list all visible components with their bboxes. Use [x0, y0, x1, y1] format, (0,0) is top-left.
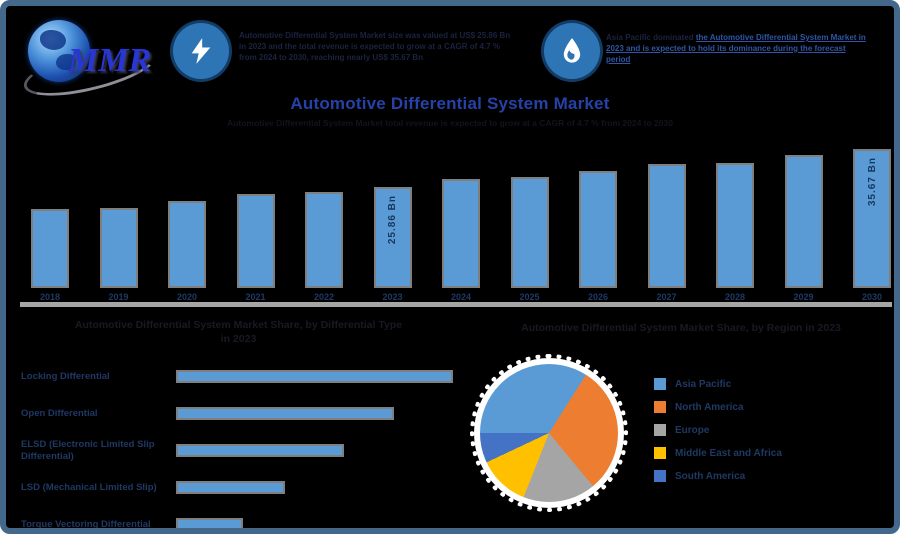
- type-chart-title: Automotive Differential System Market Sh…: [74, 319, 403, 346]
- type-category-label: LSD (Mechanical Limited Slip): [21, 481, 157, 493]
- legend-swatch: [654, 378, 666, 390]
- legend-label: Asia Pacific: [675, 378, 732, 390]
- bar-value-label: 35.67 Bn: [866, 157, 878, 207]
- legend-swatch: [654, 470, 666, 482]
- legend-swatch: [654, 401, 666, 413]
- year-tick-label: 2027: [656, 292, 677, 302]
- type-bar-chart: Locking Differential Open Differential ELS…: [21, 364, 471, 530]
- year-tick-label: 2024: [450, 292, 472, 302]
- type-category-label: Open Differential: [21, 407, 98, 419]
- type-category-label: Torque Vectoring Differential: [21, 518, 151, 530]
- legend-item: Europe: [654, 424, 782, 436]
- revenue-bar-2025: [510, 177, 549, 288]
- year-tick-label: 2023: [382, 292, 403, 302]
- legend-swatch: [654, 447, 666, 459]
- bar-value-label: 25.86 Bn: [387, 195, 398, 245]
- year-tick-label: 2022: [313, 292, 335, 302]
- type-bar-row: Locking Differential: [21, 364, 471, 389]
- revenue-bar-2029: [784, 155, 823, 288]
- legend-swatch: [654, 424, 666, 436]
- type-bar: [176, 481, 285, 494]
- revenue-bar-2028: [716, 163, 754, 288]
- revenue-bar-2027: [647, 164, 686, 288]
- type-bar: [176, 444, 344, 457]
- type-bar: [176, 407, 394, 420]
- legend-label: South America: [675, 470, 746, 482]
- legend-label: North America: [675, 401, 744, 413]
- revenue-bar-2018: [31, 209, 69, 288]
- callout-region-link[interactable]: the Automotive Differential System Marke…: [606, 33, 866, 64]
- lightning-icon: [191, 38, 211, 64]
- legend-item: South America: [654, 470, 782, 482]
- region-pie-chart: [480, 364, 618, 502]
- mmr-logo: MMR: [19, 16, 170, 107]
- type-bar-row: Open Differential: [21, 401, 471, 426]
- year-tick-label: 2019: [108, 292, 129, 302]
- year-tick-label: 2021: [245, 292, 266, 302]
- revenue-bar-2019: [99, 208, 138, 288]
- type-category-label: ELSD (Electronic Limited Slip Differenti…: [21, 438, 155, 462]
- revenue-bar-2021: [236, 194, 275, 288]
- legend-label: Europe: [675, 424, 710, 436]
- revenue-bar-2020: [168, 201, 206, 288]
- type-bar-row: Torque Vectoring Differential: [21, 512, 471, 530]
- year-tick-label: 2028: [724, 292, 746, 302]
- flame-icon: [563, 38, 581, 63]
- lightning-badge: [173, 23, 229, 79]
- revenue-bar-2024: [442, 179, 480, 288]
- callout-region-plain: Asia Pacific dominated: [606, 33, 694, 42]
- type-bar-row: LSD (Mechanical Limited Slip): [21, 475, 471, 500]
- type-bar: [176, 370, 453, 383]
- region-pie-ring: [470, 354, 628, 512]
- type-bar: [176, 518, 243, 528]
- year-tick-label: 2020: [176, 292, 198, 302]
- year-tick-label: 2026: [587, 292, 609, 302]
- year-tick-label: 2030: [861, 292, 883, 302]
- type-bar-row: ELSD (Electronic Limited Slip Differenti…: [21, 438, 471, 463]
- callout-growth-text: Automotive Differential System Market si…: [239, 31, 511, 62]
- page-subtitle: Automotive Differential System Market to…: [227, 118, 673, 128]
- revenue-bar-2026: [579, 171, 617, 288]
- logo-text: MMR: [68, 42, 152, 79]
- revenue-bar-2022: [305, 192, 343, 288]
- legend-item: North America: [654, 401, 782, 413]
- region-chart-title: Automotive Differential System Market Sh…: [521, 322, 841, 334]
- legend-item: Middle East and Africa: [654, 447, 782, 459]
- legend-label: Middle East and Africa: [675, 447, 782, 459]
- x-axis-line: [20, 302, 892, 307]
- year-tick-label: 2029: [793, 292, 814, 302]
- region-pie-legend: Asia Pacific North America Europe Middle Ea…: [654, 378, 782, 493]
- revenue-column-chart: 2018 2019 2020 2021 2022 25.86 Bn 2023 2024 2025…: [21, 141, 891, 302]
- year-tick-label: 2025: [519, 292, 540, 302]
- callout-region-text: Asia Pacific dominated the Automotive Di…: [606, 33, 868, 65]
- globe-icon: [28, 20, 90, 82]
- revenue-bar-2030: 35.67 Bn: [853, 149, 891, 288]
- page-title: Automotive Differential System Market: [290, 94, 610, 113]
- year-tick-label: 2018: [39, 292, 61, 302]
- legend-item: Asia Pacific: [654, 378, 782, 390]
- type-category-label: Locking Differential: [21, 370, 110, 382]
- flame-badge: [544, 23, 600, 79]
- revenue-bar-2023: 25.86 Bn: [373, 187, 412, 288]
